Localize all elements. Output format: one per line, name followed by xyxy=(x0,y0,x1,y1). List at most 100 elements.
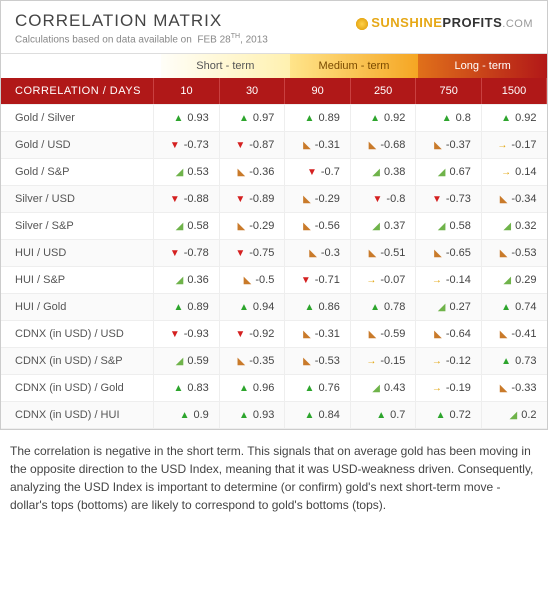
cell-value: ◣-0.31 xyxy=(285,132,351,159)
trend-arrow-icon: ▲ xyxy=(239,410,249,421)
trend-arrow-icon: ▼ xyxy=(372,194,382,205)
trend-arrow-icon: ◣ xyxy=(366,140,376,151)
cell-value: ▲0.78 xyxy=(350,294,416,321)
header-row: CORRELATION / DAYS 10 30 90 250 750 1500 xyxy=(1,78,547,105)
cell-value: ▲0.92 xyxy=(350,105,416,132)
col-head-10: 10 xyxy=(154,78,220,105)
trend-arrow-icon: ▲ xyxy=(501,302,511,313)
table-row: CDNX (in USD) / Gold▲0.83▲0.96▲0.76◢0.43… xyxy=(1,375,547,402)
brand-sun: SUNSHINE xyxy=(371,15,442,30)
trend-arrow-icon: ◣ xyxy=(366,248,376,259)
trend-arrow-icon: ◣ xyxy=(301,329,311,340)
table-row: HUI / S&P◢0.36◣-0.5▼-0.71→-0.07→-0.14◢0.… xyxy=(1,267,547,294)
trend-arrow-icon: ▼ xyxy=(235,194,245,205)
cell-value: ▼-0.93 xyxy=(154,321,220,348)
cell-value: →-0.19 xyxy=(416,375,482,402)
trend-arrow-icon: → xyxy=(432,356,442,367)
date-main: FEB 28 xyxy=(197,34,230,45)
row-label: CDNX (in USD) / USD xyxy=(1,321,154,348)
cell-value: ▲0.94 xyxy=(219,294,285,321)
term-long: Long - term xyxy=(418,54,547,78)
footer-text: The correlation is negative in the short… xyxy=(0,429,548,528)
subtitle-prefix: Calculations based on data available on xyxy=(15,34,192,45)
trend-arrow-icon: ◢ xyxy=(370,383,380,394)
cell-value: ◣-0.59 xyxy=(350,321,416,348)
cell-value: ▲0.83 xyxy=(154,375,220,402)
cell-value: ◣-0.37 xyxy=(416,132,482,159)
trend-arrow-icon: ◢ xyxy=(370,221,380,232)
trend-arrow-icon: → xyxy=(366,356,376,367)
cell-value: ◣-0.29 xyxy=(219,213,285,240)
row-label: HUI / USD xyxy=(1,240,154,267)
cell-value: ◣-0.53 xyxy=(481,240,546,267)
cell-value: ◣-0.56 xyxy=(285,213,351,240)
cell-value: ▲0.72 xyxy=(416,402,482,429)
table-row: Gold / S&P◢0.53◣-0.36▼-0.7◢0.38◢0.67→0.1… xyxy=(1,159,547,186)
cell-value: ▲0.84 xyxy=(285,402,351,429)
cell-value: ◣-0.68 xyxy=(350,132,416,159)
cell-value: ◣-0.5 xyxy=(219,267,285,294)
cell-value: ▼-0.75 xyxy=(219,240,285,267)
cell-value: ▼-0.89 xyxy=(219,186,285,213)
trend-arrow-icon: → xyxy=(432,383,442,394)
cell-value: ▲0.93 xyxy=(219,402,285,429)
cell-value: ◢0.58 xyxy=(154,213,220,240)
cell-value: ▼-0.73 xyxy=(154,132,220,159)
cell-value: ▼-0.73 xyxy=(416,186,482,213)
date-year: , 2013 xyxy=(240,34,268,45)
cell-value: ◢0.59 xyxy=(154,348,220,375)
table-row: Gold / Silver▲0.93▲0.97▲0.89▲0.92▲0.8▲0.… xyxy=(1,105,547,132)
cell-value: ◢0.32 xyxy=(481,213,546,240)
trend-arrow-icon: ▼ xyxy=(307,167,317,178)
table-row: CDNX (in USD) / S&P◢0.59◣-0.35◣-0.53→-0.… xyxy=(1,348,547,375)
cell-value: ▼-0.71 xyxy=(285,267,351,294)
trend-arrow-icon: → xyxy=(501,167,511,178)
cell-value: →-0.07 xyxy=(350,267,416,294)
cell-value: ▲0.93 xyxy=(154,105,220,132)
trend-arrow-icon: ▲ xyxy=(370,302,380,313)
cell-value: ◣-0.65 xyxy=(416,240,482,267)
trend-arrow-icon: ◣ xyxy=(497,383,507,394)
cell-value: ◣-0.3 xyxy=(285,240,351,267)
trend-arrow-icon: ◣ xyxy=(497,194,507,205)
cell-value: ◢0.58 xyxy=(416,213,482,240)
trend-arrow-icon: ▲ xyxy=(442,113,452,124)
col-head-90: 90 xyxy=(285,78,351,105)
trend-arrow-icon: ◣ xyxy=(301,221,311,232)
trend-arrow-icon: ▼ xyxy=(170,194,180,205)
trend-arrow-icon: ▲ xyxy=(501,113,511,124)
term-short: Short - term xyxy=(161,54,290,78)
trend-arrow-icon: ▲ xyxy=(173,383,183,394)
trend-arrow-icon: ◣ xyxy=(497,329,507,340)
trend-arrow-icon: ◣ xyxy=(301,356,311,367)
table-row: CDNX (in USD) / USD▼-0.93▼-0.92◣-0.31◣-0… xyxy=(1,321,547,348)
trend-arrow-icon: ◣ xyxy=(235,221,245,232)
cell-value: →-0.14 xyxy=(416,267,482,294)
trend-arrow-icon: ◢ xyxy=(507,410,517,421)
cell-value: ◣-0.53 xyxy=(285,348,351,375)
table-row: HUI / Gold▲0.89▲0.94▲0.86▲0.78◢0.27▲0.74 xyxy=(1,294,547,321)
cell-value: ◢0.67 xyxy=(416,159,482,186)
trend-arrow-icon: ◣ xyxy=(366,329,376,340)
trend-arrow-icon: ◢ xyxy=(173,221,183,232)
row-label: HUI / Gold xyxy=(1,294,154,321)
cell-value: ◢0.43 xyxy=(350,375,416,402)
cell-value: ◣-0.41 xyxy=(481,321,546,348)
row-label: Gold / USD xyxy=(1,132,154,159)
trend-arrow-icon: ▲ xyxy=(304,410,314,421)
trend-arrow-icon: ▲ xyxy=(173,113,183,124)
term-medium: Medium - term xyxy=(290,54,419,78)
trend-arrow-icon: ◢ xyxy=(436,302,446,313)
row-label: CDNX (in USD) / S&P xyxy=(1,348,154,375)
trend-arrow-icon: ▼ xyxy=(170,248,180,259)
trend-arrow-icon: ▲ xyxy=(304,302,314,313)
trend-arrow-icon: ◣ xyxy=(307,248,317,259)
cell-value: ▲0.7 xyxy=(350,402,416,429)
col-head-label: CORRELATION / DAYS xyxy=(1,78,154,105)
cell-value: ◣-0.33 xyxy=(481,375,546,402)
trend-arrow-icon: ◢ xyxy=(436,167,446,178)
cell-value: ◢0.38 xyxy=(350,159,416,186)
trend-arrow-icon: ▼ xyxy=(235,248,245,259)
cell-value: ◣-0.31 xyxy=(285,321,351,348)
trend-arrow-icon: ▲ xyxy=(376,410,386,421)
